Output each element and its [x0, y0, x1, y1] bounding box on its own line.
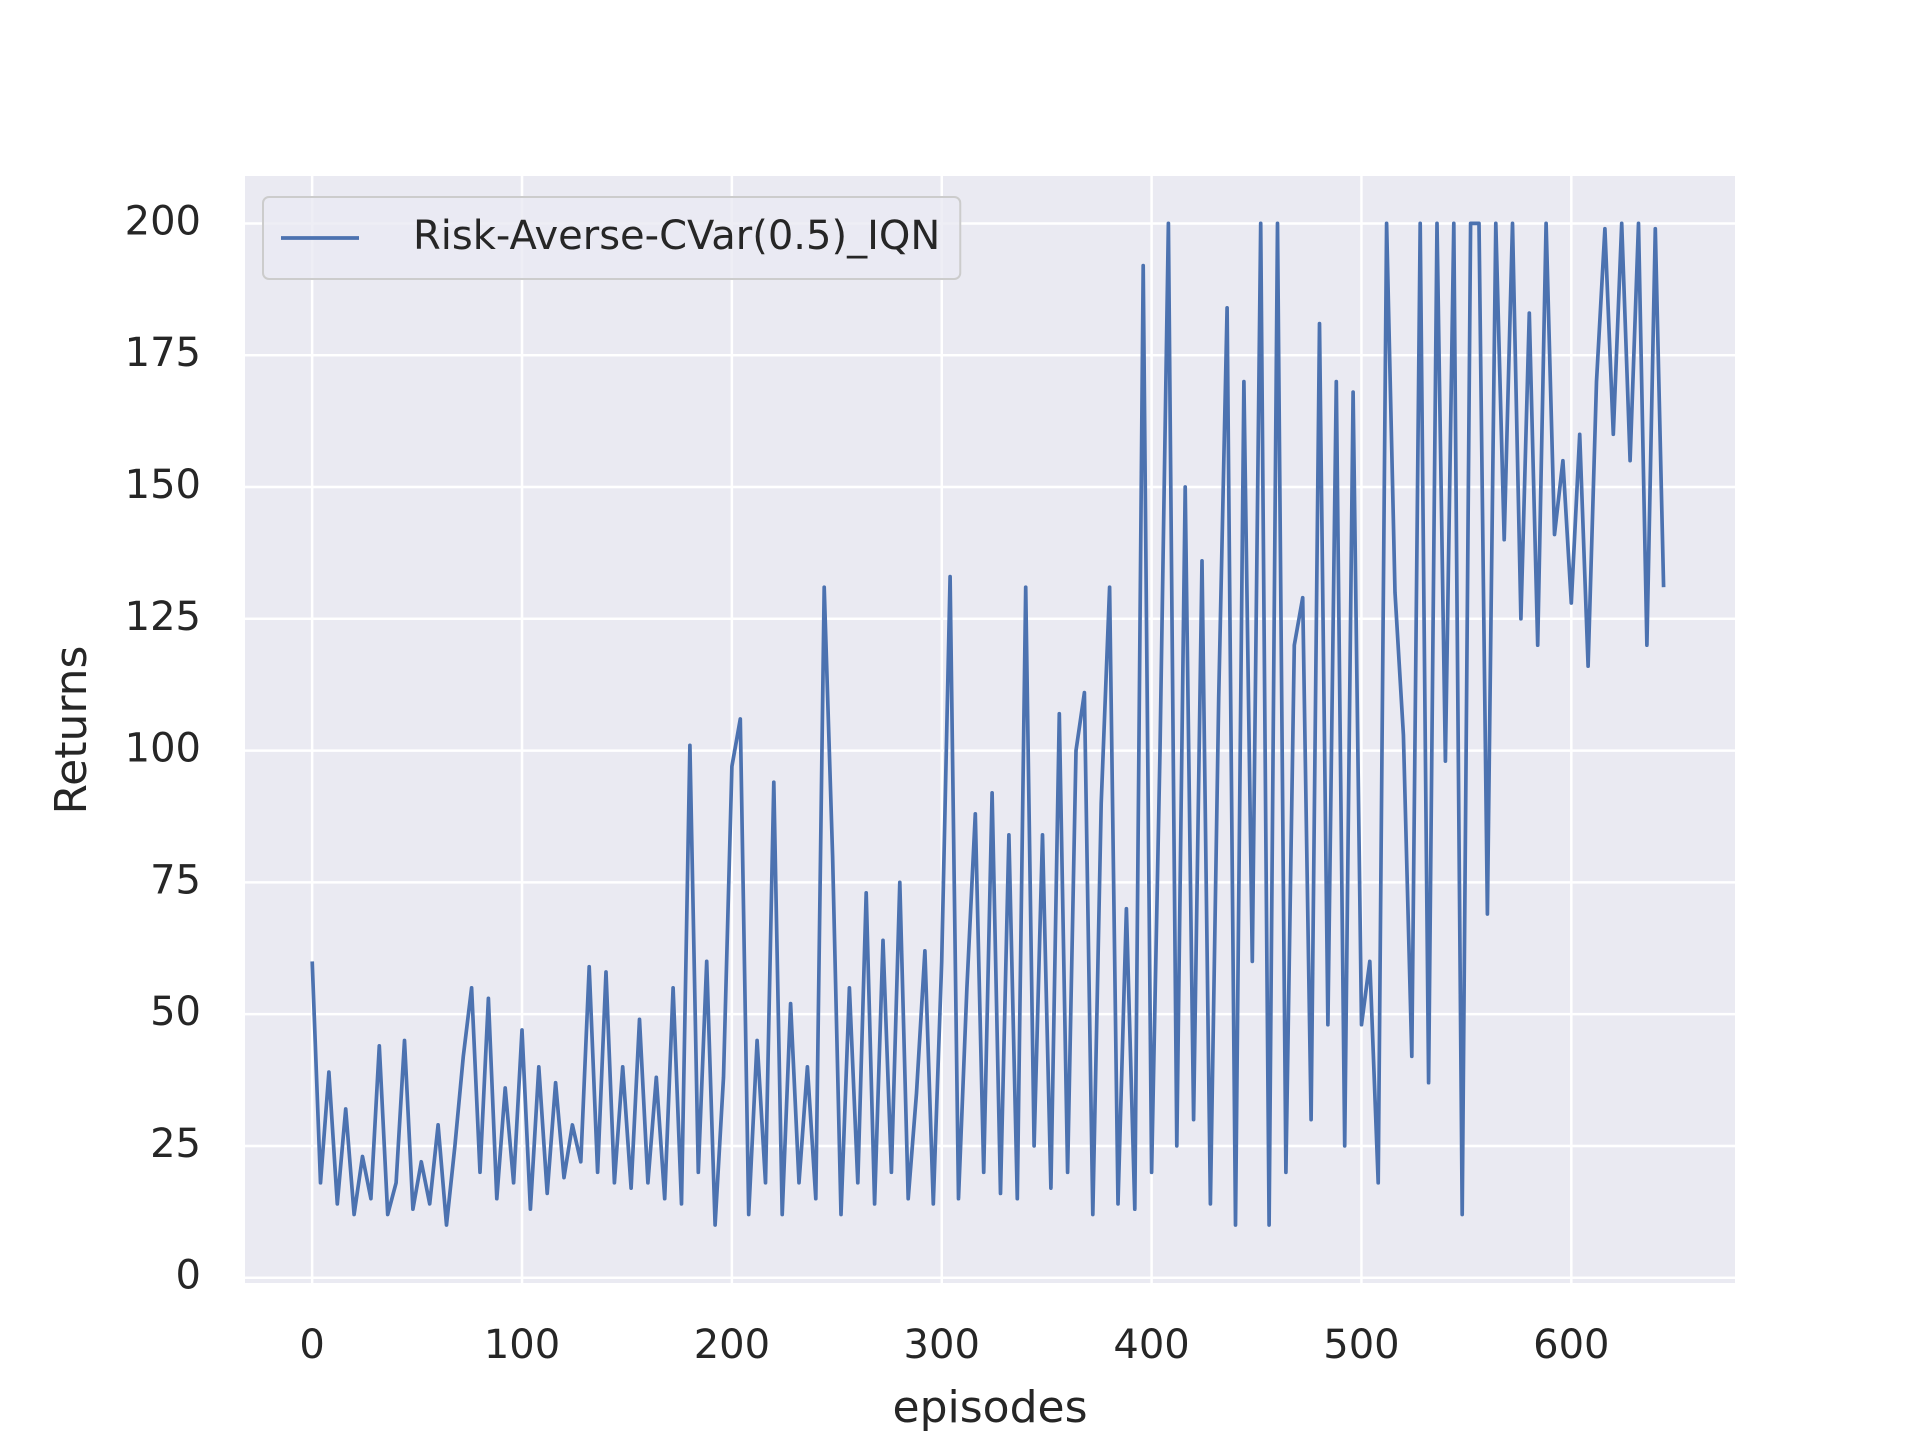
legend: Risk-Averse-CVar(0.5)_IQN: [262, 196, 962, 280]
x-axis-label: episodes: [893, 1382, 1088, 1433]
plot-area: [245, 176, 1735, 1283]
x-tick-label: 500: [1323, 1322, 1399, 1368]
y-tick-label: 175: [125, 330, 201, 376]
x-tick-label: 0: [299, 1322, 324, 1368]
y-tick-label: 75: [150, 857, 201, 903]
y-tick-label: 50: [150, 989, 201, 1035]
x-tick-label: 200: [694, 1322, 770, 1368]
data-line: [310, 221, 1666, 1227]
y-tick-label: 0: [176, 1253, 201, 1299]
x-tick-label: 600: [1533, 1322, 1609, 1368]
y-tick-label: 150: [125, 462, 201, 508]
y-tick-label: 25: [150, 1121, 201, 1167]
y-tick-label: 200: [125, 198, 201, 244]
y-tick-label: 125: [125, 594, 201, 640]
x-tick-label: 400: [1113, 1322, 1189, 1368]
legend-label: Risk-Averse-CVar(0.5)_IQN: [413, 213, 940, 259]
y-axis-label: Returns: [46, 646, 97, 815]
marks: [310, 221, 1666, 1227]
x-tick-label: 100: [484, 1322, 560, 1368]
y-tick-label: 100: [125, 726, 201, 772]
legend-box: [262, 196, 962, 280]
x-tick-label: 300: [904, 1322, 980, 1368]
